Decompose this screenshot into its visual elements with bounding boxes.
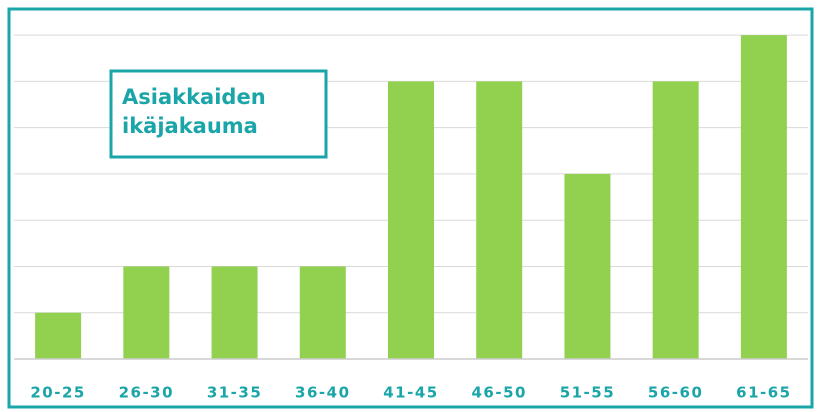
bar [740,35,787,360]
bars [35,35,787,360]
bar [299,266,346,359]
x-tick-label: 51-55 [560,384,615,402]
bar [388,81,434,360]
chart-title: Asiakkaiden ikäjakauma [122,85,266,138]
bar [652,81,699,360]
x-tick-label: 46-50 [471,384,526,402]
bar [211,266,258,359]
x-tick-label: 56-60 [648,384,703,402]
title-box [109,69,328,159]
x-tick-label: 36-40 [295,384,350,402]
x-tick-label: 20-25 [30,384,85,402]
bar [35,312,82,359]
bar [476,81,523,360]
x-tick-label: 31-35 [207,384,262,402]
x-tick-label: 61-65 [736,384,791,402]
bar [564,173,611,359]
bar [123,266,170,359]
x-tick-label: 41-45 [383,384,438,402]
x-tick-label: 26-30 [119,384,174,402]
